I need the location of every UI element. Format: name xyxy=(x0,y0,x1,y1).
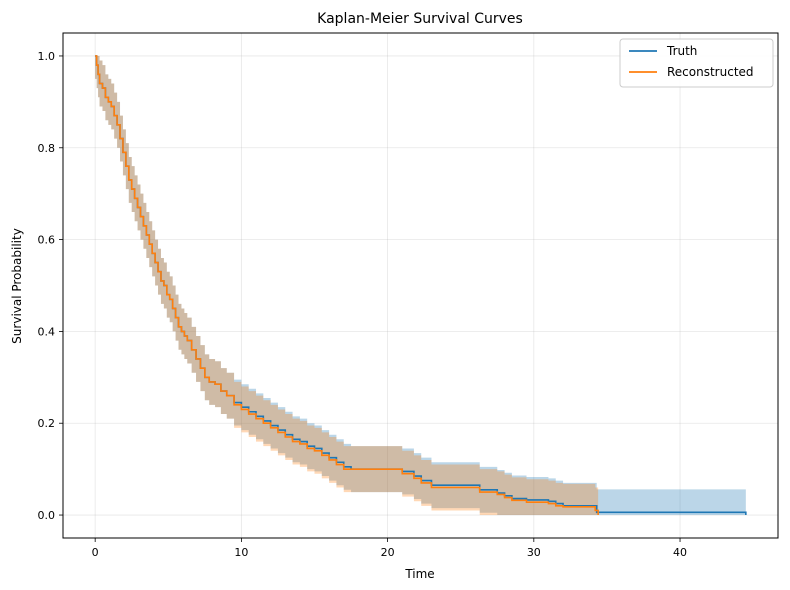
y-tick-label: 1.0 xyxy=(38,50,56,63)
legend-label-truth: Truth xyxy=(666,44,697,58)
plot-frame xyxy=(62,32,779,539)
chart-title: Kaplan-Meier Survival Curves xyxy=(317,11,523,27)
series-lines xyxy=(95,55,747,516)
x-tick-label: 0 xyxy=(92,546,99,559)
ci-band-truth xyxy=(95,55,746,516)
y-tick-label: 0.2 xyxy=(38,417,56,430)
y-tick-label: 0.8 xyxy=(38,142,56,155)
y-tick-label: 0.6 xyxy=(38,234,56,247)
ci-band-reconstructed xyxy=(95,55,599,516)
legend-label-reconstructed: Reconstructed xyxy=(667,65,754,79)
legend-box xyxy=(619,38,774,88)
x-tick-label: 20 xyxy=(381,546,395,559)
confidence-bands xyxy=(95,55,746,516)
legend: Truth Reconstructed xyxy=(619,38,774,88)
x-axis-label: Time xyxy=(404,567,434,581)
y-axis-label: Survival Probability xyxy=(10,228,24,344)
x-tick-label: 40 xyxy=(673,546,687,559)
y-tick-label: 0.0 xyxy=(38,509,56,522)
series-line-reconstructed xyxy=(95,55,599,516)
y-tick-label: 0.4 xyxy=(38,325,56,338)
x-tick-label: 30 xyxy=(527,546,541,559)
x-tick-label: 10 xyxy=(234,546,248,559)
tick-layer: 0 10 20 30 40 0.0 0.2 0.4 0.6 0.8 1.0 xyxy=(38,50,688,559)
